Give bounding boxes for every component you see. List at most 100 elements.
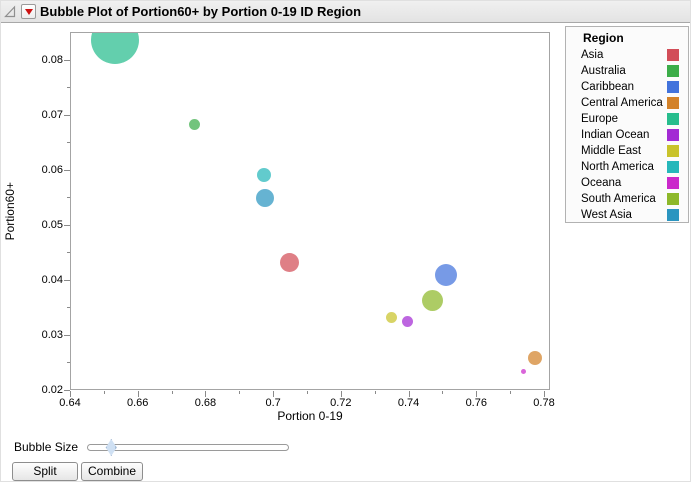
legend-item-north-america[interactable]: North America [581,159,688,175]
bubble-size-slider-thumb[interactable] [105,439,117,456]
legend-color-swatch [667,192,679,206]
bubble-size-label: Bubble Size [14,440,79,454]
x-axis-title: Portion 0-19 [277,409,343,423]
axis-tick [307,391,308,394]
x-tick-label: 0.72 [330,397,352,409]
y-tick-label: 0.06 [41,163,63,176]
axis-tick [67,87,70,89]
bubble-asia[interactable] [279,252,299,272]
legend-item-central-america[interactable]: Central America [581,95,688,111]
legend-item-label: Oceana [581,177,622,189]
y-tick-label: 0.08 [41,53,63,66]
axis-tick [64,224,70,226]
legend-color-swatch [667,128,679,142]
bubble-europe[interactable] [91,33,139,65]
legend-item-label: Asia [581,49,604,61]
y-axis-title: Portion60+ [2,181,17,241]
axis-tick [64,279,70,281]
page-title: Bubble Plot of Portion60+ by Portion 0-1… [40,4,362,19]
bubble-south-america[interactable] [422,289,444,311]
legend-color-swatch [667,96,679,110]
axis-tick [476,391,478,397]
legend-item-indian-ocean[interactable]: Indian Ocean [581,127,688,143]
legend-item-asia[interactable]: Asia [581,47,688,63]
axis-tick [273,391,275,397]
legend-color-swatch [667,48,679,62]
bubble-oceana[interactable] [520,369,526,375]
axis-tick [340,391,342,397]
legend-item-australia[interactable]: Australia [581,63,688,79]
axis-tick [67,142,70,144]
axis-tick [64,390,70,391]
bubble-australia[interactable] [189,119,201,131]
combine-button[interactable]: Combine [81,462,143,481]
split-button[interactable]: Split [12,462,78,481]
legend-item-label: West Asia [581,209,632,221]
legend-color-swatch [667,208,679,222]
legend-item-label: Australia [581,65,626,77]
y-tick-label: 0.05 [41,218,63,231]
legend-item-label: North America [581,161,654,173]
legend-item-label: Middle East [581,145,642,157]
legend-item-label: Indian Ocean [581,129,650,141]
axis-tick [408,391,410,397]
bubble-middle-east[interactable] [386,312,398,324]
axis-tick [103,391,105,394]
legend-color-swatch [667,64,679,78]
legend-item-west-asia[interactable]: West Asia [581,207,688,223]
axis-tick [67,197,70,199]
x-tick-label: 0.74 [397,397,420,409]
bubble-indian-ocean[interactable] [402,316,414,328]
y-tick-label: 0.07 [41,108,63,121]
bubble-central-america[interactable] [527,350,543,366]
axis-tick [67,252,70,254]
x-tick-label: 0.64 [59,397,81,409]
axis-tick [70,391,71,397]
axis-tick [442,391,444,394]
axis-tick [171,391,173,394]
axis-tick [205,391,207,397]
legend-item-middle-east[interactable]: Middle East [581,143,688,159]
legend-title: Region [583,31,624,45]
region-legend: Region Asia Australia Caribbean Central Ame… [565,26,689,223]
axis-tick [67,362,70,364]
bubble-size-slider[interactable] [87,439,289,456]
axis-tick [544,391,545,397]
legend-item-europe[interactable]: Europe [581,111,688,127]
axis-tick [510,391,512,394]
axis-tick [64,334,70,336]
x-tick-label: 0.66 [126,397,149,409]
red-triangle-icon [24,8,33,15]
axis-tick [64,114,70,116]
red-triangle-menu-button[interactable] [21,4,36,19]
bubble-north-america[interactable] [257,168,272,183]
axis-tick [64,169,70,171]
x-tick-label: 0.7 [265,397,281,409]
y-tick-label: 0.04 [41,273,63,286]
y-tick-label: 0.03 [41,328,63,341]
axis-tick [137,391,139,397]
bubble-caribbean[interactable] [434,263,457,286]
x-tick-label: 0.68 [194,397,217,409]
plot-area[interactable] [70,32,550,390]
axis-tick [67,307,70,309]
legend-item-label: Europe [581,113,619,125]
legend-color-swatch [667,144,679,158]
legend-color-swatch [667,160,679,174]
legend-item-south-america[interactable]: South America [581,191,688,207]
legend-color-swatch [667,112,679,126]
x-tick-label: 0.78 [533,397,555,409]
legend-item-caribbean[interactable]: Caribbean [581,79,688,95]
bubble-west-asia[interactable] [255,189,274,208]
y-tick-label: 0.02 [41,384,63,396]
legend-color-swatch [667,176,679,190]
axis-tick [374,391,376,394]
legend-item-label: Caribbean [581,81,635,93]
disclosure-triangle-icon[interactable] [4,5,17,19]
x-tick-label: 0.76 [465,397,487,409]
axis-tick [64,59,70,61]
axis-tick [239,391,241,394]
legend-item-oceana[interactable]: Oceana [581,175,688,191]
legend-item-label: Central America [581,97,663,109]
